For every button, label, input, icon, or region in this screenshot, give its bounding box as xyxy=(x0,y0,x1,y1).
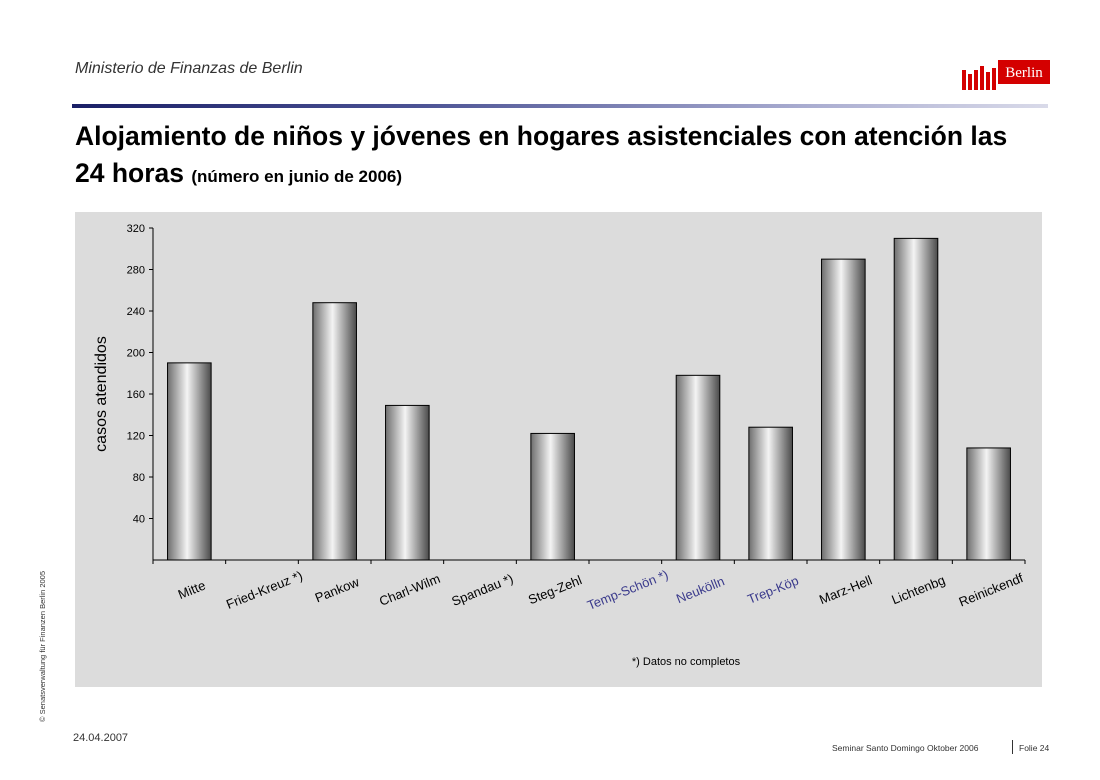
berlin-bear-icon xyxy=(962,66,996,90)
bar xyxy=(748,426,793,561)
y-tick-label: 160 xyxy=(127,389,145,401)
x-tick-label: Reinickendf xyxy=(957,570,1026,609)
x-tick-label: Trep-Köp xyxy=(745,573,800,607)
chart-footnote: *) Datos no completos xyxy=(632,656,741,668)
y-tick-label: 200 xyxy=(127,348,145,360)
y-axis-label: casos atendidos xyxy=(93,336,110,452)
bar xyxy=(385,404,430,561)
seminar-text: Seminar Santo Domingo Oktober 2006 xyxy=(832,743,979,753)
x-tick-label: Spandau *) xyxy=(449,571,515,609)
copyright-text: © Senatsverwaltung für Finanzen Berlin 2… xyxy=(38,570,47,722)
date-text: 24.04.2007 xyxy=(73,732,129,744)
x-tick-label: Temp-Schön *) xyxy=(585,567,670,613)
ministry-name: Ministerio de Finanzas de Berlin xyxy=(75,60,303,77)
bar xyxy=(530,432,575,561)
chart-panel: 40 80 120 160 200 240 280 320 casos atendidos Mit… xyxy=(75,212,1042,687)
y-tick-label: 80 xyxy=(133,472,145,484)
header-rule xyxy=(72,104,1048,108)
y-tick-label: 320 xyxy=(127,223,145,235)
bar xyxy=(167,362,212,561)
y-tick-label: 40 xyxy=(133,514,145,526)
x-tick-label: Neukölln xyxy=(674,573,727,606)
bar xyxy=(312,302,357,561)
x-tick-label: Marz-Hell xyxy=(817,572,874,607)
bar-chart: 40 80 120 160 200 240 280 320 casos atendidos Mit… xyxy=(93,223,1026,668)
bar xyxy=(893,237,939,561)
y-tick-label: 120 xyxy=(127,431,145,443)
footer-separator xyxy=(1012,740,1013,754)
y-tick-label: 280 xyxy=(127,265,145,277)
y-tick-label: 240 xyxy=(127,306,145,318)
title-subtitle: (número en junio de 2006) xyxy=(191,167,403,186)
x-tick-label: Charl-Wilm xyxy=(377,571,442,609)
x-tick-label: Lichtenbg xyxy=(889,572,947,607)
slide-number: Folie 24 xyxy=(1019,743,1050,753)
bar xyxy=(821,258,866,561)
berlin-logo: Berlin xyxy=(962,60,1050,90)
bar xyxy=(966,447,1011,561)
logo-text: Berlin xyxy=(1005,65,1043,81)
x-tick-label: Pankow xyxy=(313,574,362,605)
x-tick-label: Fried-Kreuz *) xyxy=(224,568,305,612)
page-title: Alojamiento de niños y jóvenes en hogare… xyxy=(75,118,1035,195)
x-tick-label: Mitte xyxy=(176,578,208,602)
x-tick-label: Steg-Zehl xyxy=(526,572,584,607)
bar xyxy=(675,374,721,561)
title-main: Alojamiento de niños y jóvenes en hogare… xyxy=(75,121,1008,188)
